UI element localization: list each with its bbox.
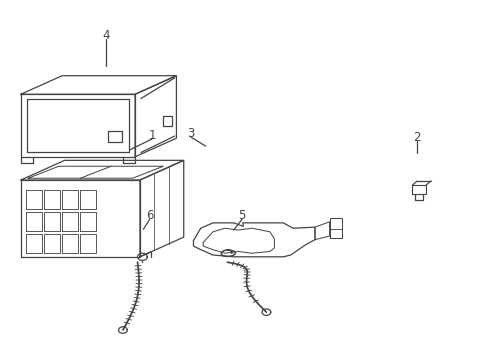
Text: 4: 4 [102, 29, 109, 42]
Text: 3: 3 [187, 127, 194, 140]
Text: 6: 6 [145, 209, 153, 222]
Text: 1: 1 [148, 129, 156, 142]
Text: 2: 2 [412, 131, 420, 144]
Text: 5: 5 [238, 209, 245, 222]
